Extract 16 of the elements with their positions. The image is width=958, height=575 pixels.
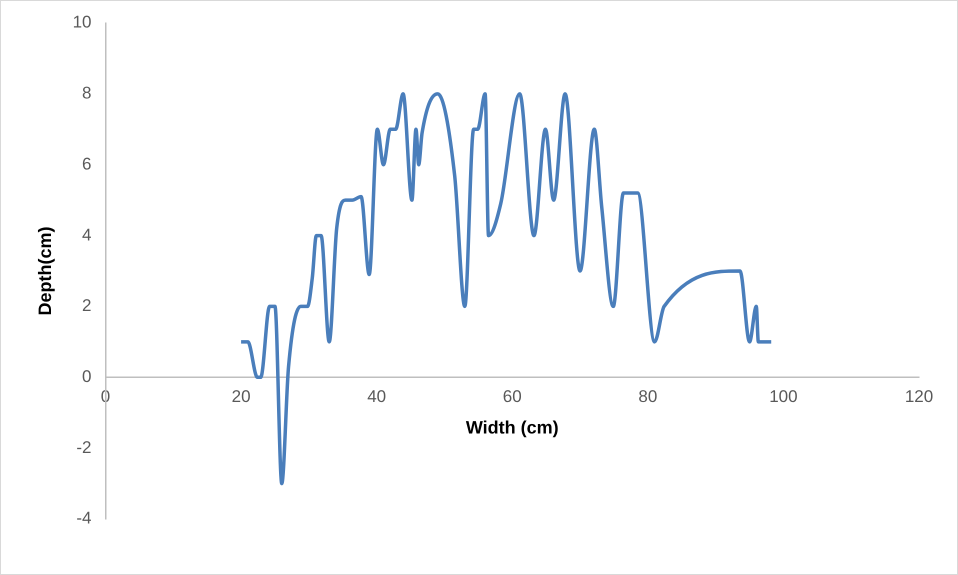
- y-tick-label: 10: [72, 12, 92, 32]
- y-axis-title: Depth(cm): [34, 226, 55, 316]
- x-tick-label: 120: [904, 387, 934, 406]
- y-tick-label: 0: [82, 366, 92, 386]
- y-tick-label: 8: [82, 84, 92, 103]
- x-tick-label: 20: [232, 387, 251, 406]
- y-tick-label: -4: [76, 508, 92, 528]
- y-tick-label: 6: [82, 154, 92, 174]
- x-axis-title: Width (cm): [466, 417, 559, 438]
- x-tick-label: 40: [367, 387, 386, 406]
- y-tick-label: 2: [82, 296, 92, 316]
- x-tick-label: 60: [502, 387, 522, 406]
- x-tick-label: 100: [769, 387, 798, 406]
- y-tick-label: -2: [76, 438, 92, 457]
- y-tick-label: 4: [82, 225, 92, 244]
- x-tick-label: 80: [638, 387, 658, 406]
